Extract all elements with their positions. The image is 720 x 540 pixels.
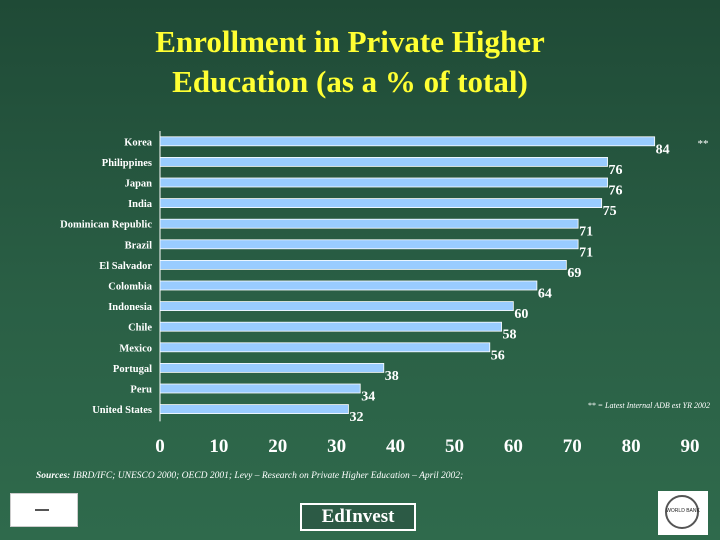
bar-7 xyxy=(159,280,538,291)
category-label-10: Mexico xyxy=(119,343,152,354)
value-label-6: 69 xyxy=(567,266,581,281)
category-label-0: Korea xyxy=(124,137,153,148)
value-label-0: 84 xyxy=(656,142,670,157)
world-bank-logo-text: WORLD BANK xyxy=(666,508,700,514)
chart-title: Enrollment in Private Higher Education (… xyxy=(60,22,640,102)
x-tick-label-1: 10 xyxy=(209,436,228,457)
value-label-10: 56 xyxy=(491,348,505,363)
category-label-5: Brazil xyxy=(125,240,152,251)
x-tick-label-5: 50 xyxy=(445,436,464,457)
x-tick-label-8: 80 xyxy=(622,436,641,457)
category-label-6: El Salvador xyxy=(99,261,152,272)
bar-0 xyxy=(159,136,656,147)
value-label-5: 71 xyxy=(579,245,593,260)
x-tick-label-4: 40 xyxy=(386,436,405,457)
x-tick-label-2: 20 xyxy=(268,436,287,457)
left-logo xyxy=(10,493,78,527)
source-label: Sources: xyxy=(36,471,71,481)
left-logo-mark xyxy=(35,509,49,511)
category-label-1: Philippines xyxy=(102,158,152,169)
value-label-11: 38 xyxy=(385,369,399,384)
bar-2 xyxy=(159,177,608,188)
bar-11 xyxy=(159,362,385,373)
bar-9 xyxy=(159,321,502,332)
value-label-13: 32 xyxy=(349,410,363,425)
x-tick-label-3: 30 xyxy=(327,436,346,457)
x-tick-label-6: 60 xyxy=(504,436,523,457)
value-label-1: 76 xyxy=(609,163,623,178)
category-label-11: Portugal xyxy=(113,364,152,375)
source-note: Sources: IBRD/IFC; UNESCO 2000; OECD 200… xyxy=(36,471,463,481)
category-label-8: Indonesia xyxy=(108,302,153,313)
bar-8 xyxy=(159,301,514,312)
bar-13 xyxy=(159,404,349,415)
category-label-7: Colombia xyxy=(108,282,153,293)
chart-title-line2: Education (as a % of total) xyxy=(172,64,528,99)
category-label-12: Peru xyxy=(130,385,152,396)
category-label-9: Chile xyxy=(128,323,152,334)
value-label-2: 76 xyxy=(609,184,623,199)
value-label-7: 64 xyxy=(538,287,552,302)
bar-6 xyxy=(159,259,567,270)
category-label-4: Dominican Republic xyxy=(60,220,152,231)
annotation-stars: ** xyxy=(697,138,709,150)
category-label-2: Japan xyxy=(125,179,153,190)
annotation-note: ** = Latest Internal ADB est YR 2002 xyxy=(588,401,710,410)
edinvest-logo[interactable]: EdInvest xyxy=(300,503,416,531)
bar-1 xyxy=(159,156,608,167)
category-label-13: United States xyxy=(92,405,152,416)
x-tick-label-7: 70 xyxy=(563,436,582,457)
bar-10 xyxy=(159,342,491,353)
x-tick-label-0: 0 xyxy=(155,436,165,457)
value-label-8: 60 xyxy=(514,307,528,322)
chart-title-line1: Enrollment in Private Higher xyxy=(155,24,545,59)
world-bank-logo: WORLD BANK xyxy=(658,491,708,535)
category-label-3: India xyxy=(128,199,153,210)
world-bank-seal-icon xyxy=(665,495,699,529)
value-label-4: 71 xyxy=(579,225,593,240)
value-label-3: 75 xyxy=(603,204,617,219)
bar-3 xyxy=(159,198,603,209)
bar-12 xyxy=(159,383,361,394)
value-label-9: 58 xyxy=(503,328,517,343)
bar-5 xyxy=(159,239,579,250)
source-text: IBRD/IFC; UNESCO 2000; OECD 2001; Levy –… xyxy=(70,471,464,481)
value-label-12: 34 xyxy=(361,390,375,405)
x-tick-label-9: 90 xyxy=(681,436,700,457)
bar-4 xyxy=(159,218,579,229)
